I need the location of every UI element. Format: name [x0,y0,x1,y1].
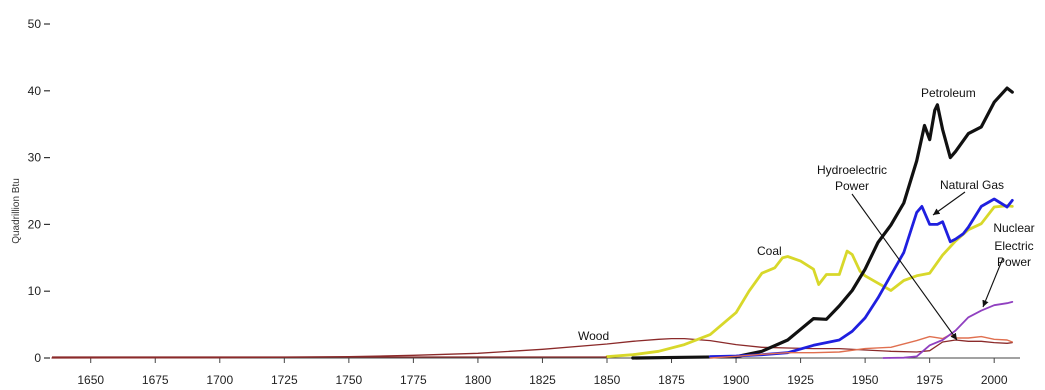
series-line-wood [51,337,1013,359]
x-tick-label: 1775 [400,373,427,387]
x-tick-label: 1950 [852,373,879,387]
x-tick-label: 1675 [142,373,169,387]
y-tick-label: 0 [34,351,41,365]
y-tick-label: 40 [28,84,42,98]
x-tick-label: 2000 [981,373,1008,387]
series-line-natural-gas [708,197,1014,359]
x-tick-label: 1650 [77,373,104,387]
x-tick-label: 1725 [271,373,298,387]
annotation-label: Power [997,255,1031,269]
series-line-petroleum [631,86,1014,360]
x-axis: 1650 1675 1700 1725 1750 1775 1800 1825 1850 1875… [52,357,1020,387]
annotation-layer: Wood Coal Petroleum Natural Gas Hydroelectri… [578,86,1035,343]
x-tick-label: 1850 [594,373,621,387]
annotation-arrow [851,193,958,341]
y-tick-label: 30 [28,151,42,165]
annotation-label: Wood [578,329,609,343]
annotation-label: Power [835,179,869,193]
x-tick-label: 1900 [723,373,750,387]
x-tick-label: 1825 [529,373,556,387]
annotation-label: Electric [994,239,1033,253]
series-line-coal [605,204,1014,359]
y-axis: 0 10 20 30 40 50 Quadrillion Btu [11,17,50,365]
annotation-label: Hydroelectric [817,163,887,177]
series-layer [51,86,1014,360]
annotation-label: Coal [757,244,782,258]
y-axis-title: Quadrillion Btu [11,178,22,244]
x-tick-label: 1750 [336,373,363,387]
y-tick-label: 20 [28,217,42,231]
series-line-hydroelectric-power [709,333,1013,359]
annotation-label: Petroleum [921,86,976,100]
annotation-label: Nuclear [993,221,1034,235]
annotation-arrow [932,191,966,216]
y-tick-label: 10 [28,284,42,298]
x-tick-label: 1800 [465,373,492,387]
y-tick-label: 50 [28,17,42,31]
x-tick-label: 1925 [787,373,814,387]
series-line-nuclear-electric-power [882,300,1014,359]
annotation-label: Natural Gas [940,178,1004,192]
x-tick-label: 1875 [658,373,685,387]
annotation-arrow [982,257,1004,308]
x-tick-label: 1975 [916,373,943,387]
x-tick-label: 1700 [206,373,233,387]
